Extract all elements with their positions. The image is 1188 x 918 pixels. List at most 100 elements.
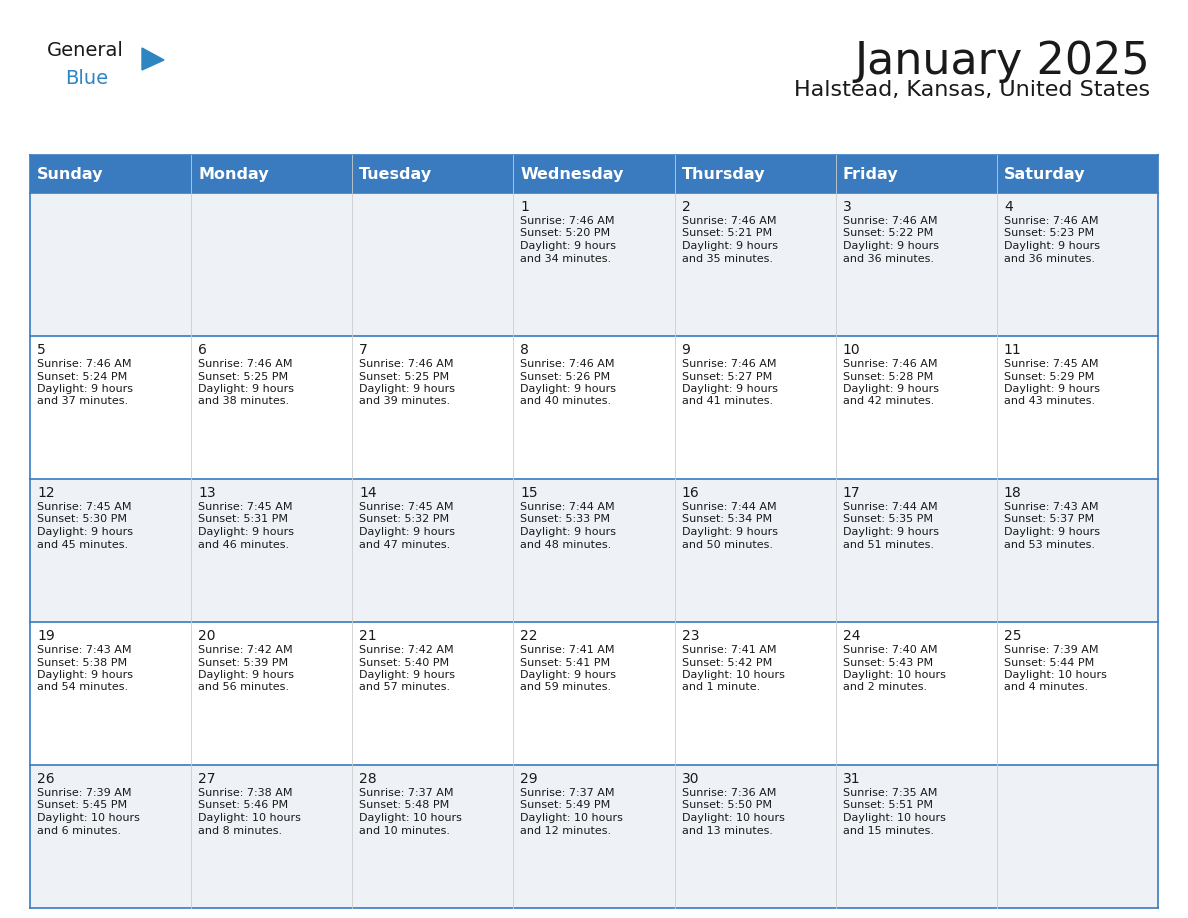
Bar bbox=[353, 155, 513, 193]
Text: 31: 31 bbox=[842, 772, 860, 786]
Text: 9: 9 bbox=[682, 343, 690, 357]
Text: Sunrise: 7:41 AM: Sunrise: 7:41 AM bbox=[520, 645, 615, 655]
Text: 5: 5 bbox=[37, 343, 46, 357]
Bar bbox=[835, 622, 997, 765]
Text: Sunrise: 7:46 AM: Sunrise: 7:46 AM bbox=[520, 216, 615, 226]
Text: Sunrise: 7:45 AM: Sunrise: 7:45 AM bbox=[198, 502, 292, 512]
Text: Daylight: 9 hours: Daylight: 9 hours bbox=[520, 384, 617, 394]
Text: and 50 minutes.: and 50 minutes. bbox=[682, 540, 772, 550]
Text: Sunrise: 7:37 AM: Sunrise: 7:37 AM bbox=[520, 788, 615, 798]
Text: and 51 minutes.: and 51 minutes. bbox=[842, 540, 934, 550]
Text: Sunrise: 7:43 AM: Sunrise: 7:43 AM bbox=[37, 645, 132, 655]
Text: Monday: Monday bbox=[198, 166, 268, 182]
Text: Sunset: 5:29 PM: Sunset: 5:29 PM bbox=[1004, 372, 1094, 382]
Text: Thursday: Thursday bbox=[682, 166, 765, 182]
Text: Sunrise: 7:38 AM: Sunrise: 7:38 AM bbox=[198, 788, 292, 798]
Text: Daylight: 9 hours: Daylight: 9 hours bbox=[520, 241, 617, 251]
Bar bbox=[835, 155, 997, 193]
Text: and 42 minutes.: and 42 minutes. bbox=[842, 397, 934, 407]
Text: Sunrise: 7:45 AM: Sunrise: 7:45 AM bbox=[359, 502, 454, 512]
Text: Sunset: 5:49 PM: Sunset: 5:49 PM bbox=[520, 800, 611, 811]
Text: Sunset: 5:33 PM: Sunset: 5:33 PM bbox=[520, 514, 611, 524]
Text: Daylight: 9 hours: Daylight: 9 hours bbox=[359, 384, 455, 394]
Bar bbox=[191, 193, 353, 336]
Text: Sunrise: 7:46 AM: Sunrise: 7:46 AM bbox=[198, 359, 292, 369]
Text: Sunrise: 7:46 AM: Sunrise: 7:46 AM bbox=[842, 216, 937, 226]
Text: Sunrise: 7:46 AM: Sunrise: 7:46 AM bbox=[37, 359, 132, 369]
Text: Daylight: 9 hours: Daylight: 9 hours bbox=[1004, 384, 1100, 394]
Text: 16: 16 bbox=[682, 486, 700, 500]
Bar bbox=[191, 622, 353, 765]
Text: 1: 1 bbox=[520, 200, 530, 214]
Text: Daylight: 10 hours: Daylight: 10 hours bbox=[520, 813, 624, 823]
Text: Sunset: 5:45 PM: Sunset: 5:45 PM bbox=[37, 800, 127, 811]
Text: 7: 7 bbox=[359, 343, 368, 357]
Text: Sunrise: 7:46 AM: Sunrise: 7:46 AM bbox=[842, 359, 937, 369]
Text: and 46 minutes.: and 46 minutes. bbox=[198, 540, 289, 550]
Text: Sunset: 5:48 PM: Sunset: 5:48 PM bbox=[359, 800, 449, 811]
Bar bbox=[513, 765, 675, 908]
Bar bbox=[353, 622, 513, 765]
Text: Sunrise: 7:46 AM: Sunrise: 7:46 AM bbox=[682, 216, 776, 226]
Text: Sunset: 5:40 PM: Sunset: 5:40 PM bbox=[359, 657, 449, 667]
Text: Sunset: 5:37 PM: Sunset: 5:37 PM bbox=[1004, 514, 1094, 524]
Text: Sunrise: 7:36 AM: Sunrise: 7:36 AM bbox=[682, 788, 776, 798]
Text: 3: 3 bbox=[842, 200, 852, 214]
Text: and 39 minutes.: and 39 minutes. bbox=[359, 397, 450, 407]
Text: 22: 22 bbox=[520, 629, 538, 643]
Bar bbox=[675, 193, 835, 336]
Bar bbox=[675, 622, 835, 765]
Text: Sunrise: 7:42 AM: Sunrise: 7:42 AM bbox=[359, 645, 454, 655]
Text: 15: 15 bbox=[520, 486, 538, 500]
Text: Sunrise: 7:43 AM: Sunrise: 7:43 AM bbox=[1004, 502, 1099, 512]
Text: and 6 minutes.: and 6 minutes. bbox=[37, 825, 121, 835]
Text: and 45 minutes.: and 45 minutes. bbox=[37, 540, 128, 550]
Text: Sunrise: 7:44 AM: Sunrise: 7:44 AM bbox=[842, 502, 937, 512]
Text: and 2 minutes.: and 2 minutes. bbox=[842, 682, 927, 692]
Text: Sunrise: 7:44 AM: Sunrise: 7:44 AM bbox=[520, 502, 615, 512]
Text: Sunrise: 7:42 AM: Sunrise: 7:42 AM bbox=[198, 645, 292, 655]
Text: Sunrise: 7:46 AM: Sunrise: 7:46 AM bbox=[682, 359, 776, 369]
Bar bbox=[997, 193, 1158, 336]
Text: 23: 23 bbox=[682, 629, 699, 643]
Bar bbox=[191, 155, 353, 193]
Text: Daylight: 9 hours: Daylight: 9 hours bbox=[37, 527, 133, 537]
Text: Tuesday: Tuesday bbox=[359, 166, 432, 182]
Text: Sunset: 5:51 PM: Sunset: 5:51 PM bbox=[842, 800, 933, 811]
Text: Daylight: 9 hours: Daylight: 9 hours bbox=[682, 527, 778, 537]
Text: Daylight: 9 hours: Daylight: 9 hours bbox=[842, 384, 939, 394]
Bar bbox=[513, 622, 675, 765]
Text: Sunset: 5:50 PM: Sunset: 5:50 PM bbox=[682, 800, 771, 811]
Bar bbox=[997, 479, 1158, 622]
Text: Sunrise: 7:37 AM: Sunrise: 7:37 AM bbox=[359, 788, 454, 798]
Text: and 34 minutes.: and 34 minutes. bbox=[520, 253, 612, 263]
Text: Sunset: 5:41 PM: Sunset: 5:41 PM bbox=[520, 657, 611, 667]
Text: Sunrise: 7:45 AM: Sunrise: 7:45 AM bbox=[1004, 359, 1099, 369]
Text: Daylight: 9 hours: Daylight: 9 hours bbox=[842, 241, 939, 251]
Text: Friday: Friday bbox=[842, 166, 898, 182]
Bar bbox=[997, 155, 1158, 193]
Text: Sunrise: 7:39 AM: Sunrise: 7:39 AM bbox=[37, 788, 132, 798]
Text: Sunset: 5:43 PM: Sunset: 5:43 PM bbox=[842, 657, 933, 667]
Text: and 1 minute.: and 1 minute. bbox=[682, 682, 760, 692]
Text: Daylight: 10 hours: Daylight: 10 hours bbox=[37, 813, 140, 823]
Text: Saturday: Saturday bbox=[1004, 166, 1086, 182]
Text: 2: 2 bbox=[682, 200, 690, 214]
Text: Daylight: 9 hours: Daylight: 9 hours bbox=[1004, 241, 1100, 251]
Bar bbox=[30, 622, 191, 765]
Text: 19: 19 bbox=[37, 629, 55, 643]
Text: 8: 8 bbox=[520, 343, 530, 357]
Text: Sunrise: 7:35 AM: Sunrise: 7:35 AM bbox=[842, 788, 937, 798]
Bar bbox=[353, 765, 513, 908]
Bar bbox=[513, 155, 675, 193]
Text: Sunset: 5:24 PM: Sunset: 5:24 PM bbox=[37, 372, 127, 382]
Text: Sunset: 5:26 PM: Sunset: 5:26 PM bbox=[520, 372, 611, 382]
Text: and 12 minutes.: and 12 minutes. bbox=[520, 825, 612, 835]
Text: and 36 minutes.: and 36 minutes. bbox=[1004, 253, 1095, 263]
Text: 14: 14 bbox=[359, 486, 377, 500]
Text: Sunset: 5:27 PM: Sunset: 5:27 PM bbox=[682, 372, 772, 382]
Text: Blue: Blue bbox=[65, 69, 108, 88]
Text: Sunset: 5:30 PM: Sunset: 5:30 PM bbox=[37, 514, 127, 524]
Text: Sunset: 5:39 PM: Sunset: 5:39 PM bbox=[198, 657, 289, 667]
Text: Daylight: 9 hours: Daylight: 9 hours bbox=[359, 670, 455, 680]
